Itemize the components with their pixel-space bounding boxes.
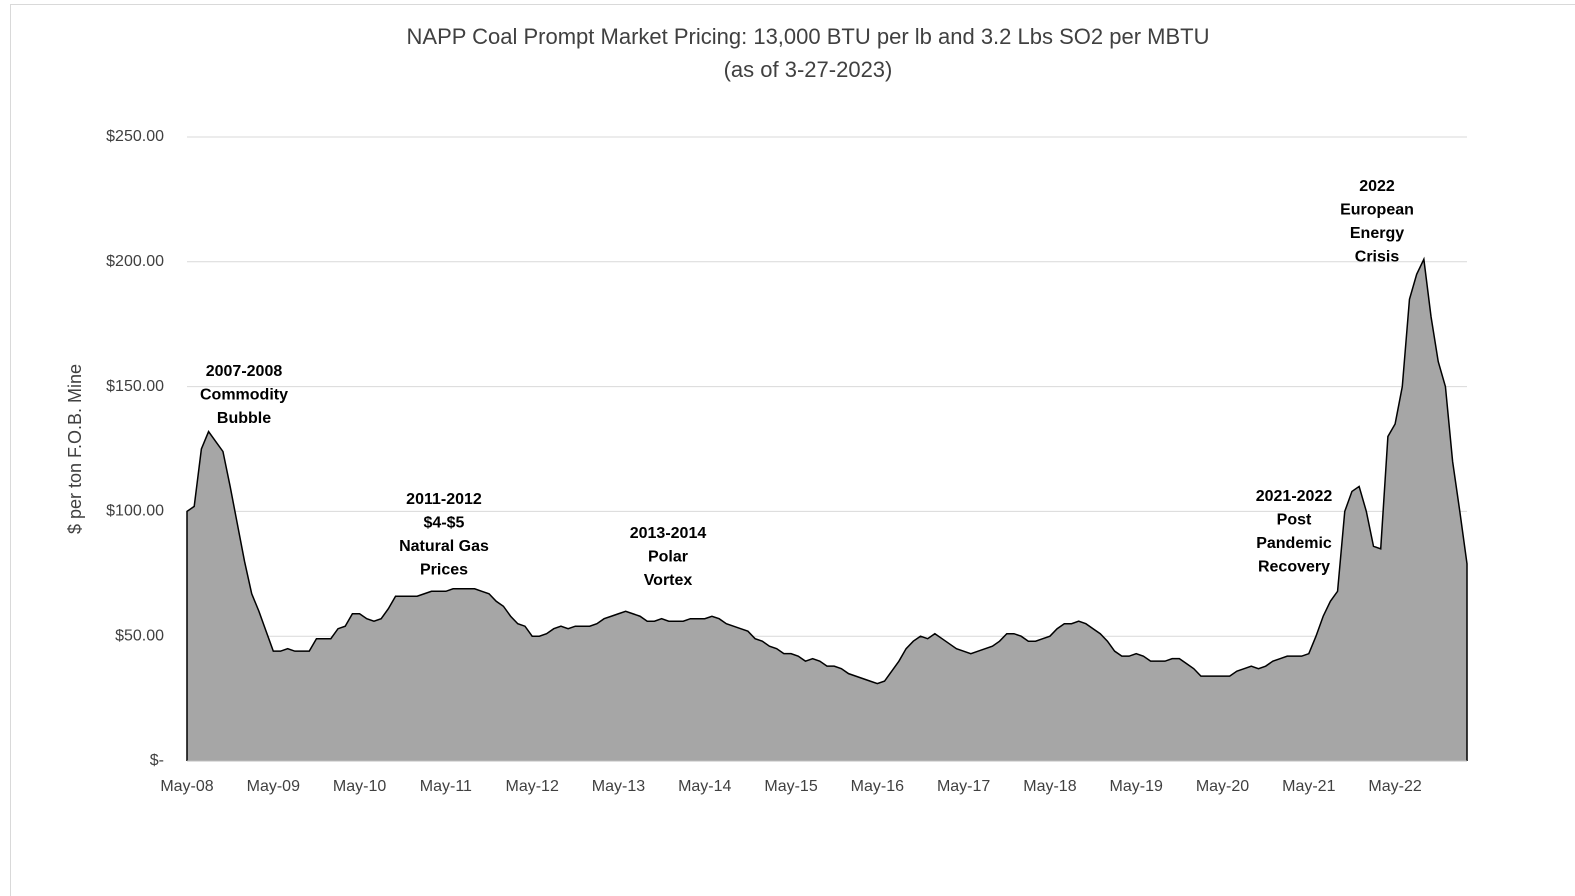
annotation: Post xyxy=(1277,512,1312,529)
annotation: 2021-2022 xyxy=(1256,488,1333,505)
y-axis-label: $ per ton F.O.B. Mine xyxy=(65,364,85,534)
x-tick-label: May-11 xyxy=(420,778,472,795)
y-tick-label: $250.00 xyxy=(106,128,164,145)
annotation: Vortex xyxy=(644,572,693,589)
y-tick-label: $50.00 xyxy=(115,627,164,644)
y-tick-label: $- xyxy=(150,752,164,769)
annotation: Energy xyxy=(1350,225,1404,242)
x-tick-label: May-12 xyxy=(505,778,558,795)
x-tick-label: May-17 xyxy=(937,778,990,795)
x-tick-label: May-21 xyxy=(1282,778,1335,795)
annotation: Prices xyxy=(420,562,468,579)
x-tick-label: May-16 xyxy=(851,778,904,795)
annotation: 2007-2008 xyxy=(206,363,283,380)
x-tick-label: May-19 xyxy=(1110,778,1163,795)
x-tick-label: May-18 xyxy=(1023,778,1076,795)
x-tick-label: May-22 xyxy=(1368,778,1421,795)
x-tick-label: May-10 xyxy=(333,778,386,795)
x-tick-label: May-14 xyxy=(678,778,731,795)
annotation: Polar xyxy=(648,549,688,566)
annotation: Recovery xyxy=(1258,559,1330,576)
y-tick-label: $100.00 xyxy=(106,503,164,520)
annotation: Commodity xyxy=(200,387,288,404)
x-tick-label: May-20 xyxy=(1196,778,1249,795)
chart-border xyxy=(10,4,1575,896)
annotation: European xyxy=(1340,202,1414,219)
y-tick-label: $150.00 xyxy=(106,378,164,395)
annotation: $4-$5 xyxy=(424,515,465,532)
annotation: Pandemic xyxy=(1256,535,1332,552)
annotation: Bubble xyxy=(217,410,271,427)
y-tick-label: $200.00 xyxy=(106,253,164,270)
annotation: Natural Gas xyxy=(399,538,489,555)
area xyxy=(187,259,1467,761)
annotation: 2022 xyxy=(1359,178,1395,195)
annotation: Crisis xyxy=(1355,249,1400,266)
annotation: 2011-2012 xyxy=(406,491,482,508)
x-tick-label: May-15 xyxy=(764,778,817,795)
chart-title: NAPP Coal Prompt Market Pricing: 13,000 … xyxy=(407,24,1210,49)
x-tick-label: May-13 xyxy=(592,778,645,795)
annotation: 2013-2014 xyxy=(630,525,707,542)
chart-subtitle: (as of 3-27-2023) xyxy=(724,57,893,82)
x-tick-label: May-08 xyxy=(160,778,213,795)
x-tick-label: May-09 xyxy=(247,778,300,795)
area-outline xyxy=(186,256,1468,761)
